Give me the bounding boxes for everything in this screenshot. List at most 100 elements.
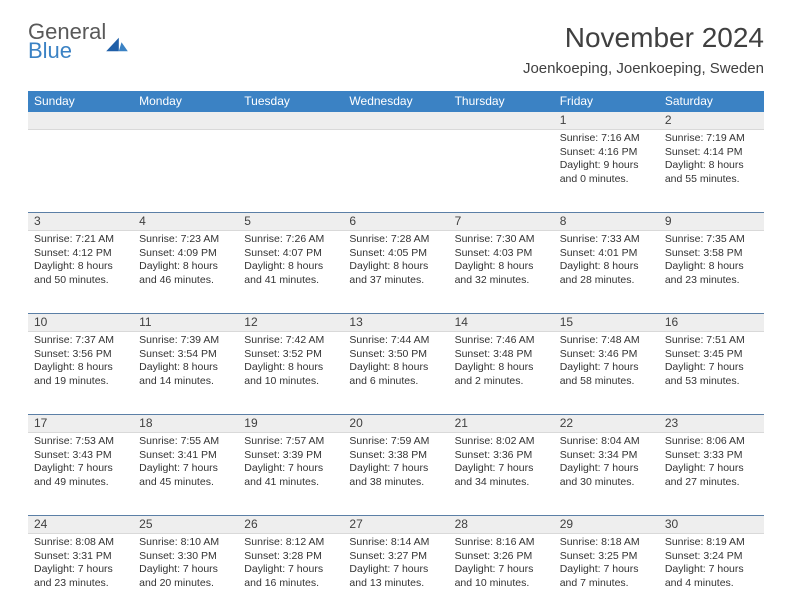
weekday-header: Thursday xyxy=(449,91,554,112)
daylight-line-1: Daylight: 8 hours xyxy=(34,361,127,375)
day-cell: Sunrise: 7:46 AMSunset: 3:48 PMDaylight:… xyxy=(449,332,554,414)
daylight-line-1: Daylight: 7 hours xyxy=(455,563,548,577)
day-number: 3 xyxy=(28,213,133,230)
sunrise-line: Sunrise: 8:02 AM xyxy=(455,435,548,449)
daylight-line-1: Daylight: 7 hours xyxy=(455,462,548,476)
day-cell: Sunrise: 7:37 AMSunset: 3:56 PMDaylight:… xyxy=(28,332,133,414)
day-cell: Sunrise: 8:16 AMSunset: 3:26 PMDaylight:… xyxy=(449,534,554,616)
day-cell: Sunrise: 7:16 AMSunset: 4:16 PMDaylight:… xyxy=(554,130,659,212)
sunset-line: Sunset: 3:30 PM xyxy=(139,550,232,564)
daylight-line-1: Daylight: 8 hours xyxy=(139,260,232,274)
daylight-line-1: Daylight: 8 hours xyxy=(455,361,548,375)
title-block: November 2024 Joenkoeping, Joenkoeping, … xyxy=(523,22,764,77)
day-number xyxy=(28,112,133,129)
sunrise-line: Sunrise: 8:08 AM xyxy=(34,536,127,550)
daylight-line-2: and 10 minutes. xyxy=(244,375,337,389)
day-cell: Sunrise: 7:35 AMSunset: 3:58 PMDaylight:… xyxy=(659,231,764,313)
daylight-line-1: Daylight: 8 hours xyxy=(244,260,337,274)
sunrise-line: Sunrise: 7:33 AM xyxy=(560,233,653,247)
daylight-line-2: and 13 minutes. xyxy=(349,577,442,591)
sunset-line: Sunset: 3:58 PM xyxy=(665,247,758,261)
daylight-line-2: and 41 minutes. xyxy=(244,476,337,490)
sunrise-line: Sunrise: 8:16 AM xyxy=(455,536,548,550)
weeks-container: 12Sunrise: 7:16 AMSunset: 4:16 PMDayligh… xyxy=(28,112,764,616)
logo: General Blue xyxy=(28,22,128,62)
day-number: 24 xyxy=(28,516,133,533)
week-row: Sunrise: 8:08 AMSunset: 3:31 PMDaylight:… xyxy=(28,534,764,616)
daylight-line-2: and 10 minutes. xyxy=(455,577,548,591)
sunset-line: Sunset: 3:28 PM xyxy=(244,550,337,564)
daylight-line-1: Daylight: 7 hours xyxy=(34,462,127,476)
sunrise-line: Sunrise: 7:19 AM xyxy=(665,132,758,146)
daylight-line-1: Daylight: 8 hours xyxy=(665,159,758,173)
daylight-line-1: Daylight: 7 hours xyxy=(665,563,758,577)
sunset-line: Sunset: 3:31 PM xyxy=(34,550,127,564)
day-cell: Sunrise: 7:26 AMSunset: 4:07 PMDaylight:… xyxy=(238,231,343,313)
daylight-line-1: Daylight: 7 hours xyxy=(560,462,653,476)
day-number: 22 xyxy=(554,415,659,432)
day-number: 13 xyxy=(343,314,448,331)
day-cell: Sunrise: 7:44 AMSunset: 3:50 PMDaylight:… xyxy=(343,332,448,414)
day-cell: Sunrise: 7:48 AMSunset: 3:46 PMDaylight:… xyxy=(554,332,659,414)
day-number: 23 xyxy=(659,415,764,432)
day-number: 30 xyxy=(659,516,764,533)
daylight-line-1: Daylight: 7 hours xyxy=(349,462,442,476)
day-cell: Sunrise: 8:08 AMSunset: 3:31 PMDaylight:… xyxy=(28,534,133,616)
daylight-line-2: and 23 minutes. xyxy=(665,274,758,288)
sunrise-line: Sunrise: 7:48 AM xyxy=(560,334,653,348)
sunrise-line: Sunrise: 7:57 AM xyxy=(244,435,337,449)
day-number-row: 3456789 xyxy=(28,212,764,231)
day-cell: Sunrise: 7:51 AMSunset: 3:45 PMDaylight:… xyxy=(659,332,764,414)
sunrise-line: Sunrise: 7:46 AM xyxy=(455,334,548,348)
day-cell xyxy=(238,130,343,212)
day-cell xyxy=(449,130,554,212)
day-cell: Sunrise: 7:59 AMSunset: 3:38 PMDaylight:… xyxy=(343,433,448,515)
daylight-line-2: and 34 minutes. xyxy=(455,476,548,490)
daylight-line-1: Daylight: 7 hours xyxy=(34,563,127,577)
sunset-line: Sunset: 4:16 PM xyxy=(560,146,653,160)
day-number-row: 12 xyxy=(28,112,764,130)
sunset-line: Sunset: 4:05 PM xyxy=(349,247,442,261)
daylight-line-2: and 58 minutes. xyxy=(560,375,653,389)
day-cell: Sunrise: 7:23 AMSunset: 4:09 PMDaylight:… xyxy=(133,231,238,313)
day-number: 28 xyxy=(449,516,554,533)
sunrise-line: Sunrise: 7:53 AM xyxy=(34,435,127,449)
sunset-line: Sunset: 3:34 PM xyxy=(560,449,653,463)
sunrise-line: Sunrise: 8:10 AM xyxy=(139,536,232,550)
week-row: Sunrise: 7:21 AMSunset: 4:12 PMDaylight:… xyxy=(28,231,764,313)
weekday-header: Saturday xyxy=(659,91,764,112)
day-cell: Sunrise: 7:21 AMSunset: 4:12 PMDaylight:… xyxy=(28,231,133,313)
day-number: 21 xyxy=(449,415,554,432)
daylight-line-2: and 49 minutes. xyxy=(34,476,127,490)
day-number: 19 xyxy=(238,415,343,432)
day-cell: Sunrise: 8:19 AMSunset: 3:24 PMDaylight:… xyxy=(659,534,764,616)
daylight-line-2: and 7 minutes. xyxy=(560,577,653,591)
sunset-line: Sunset: 4:07 PM xyxy=(244,247,337,261)
day-cell: Sunrise: 8:04 AMSunset: 3:34 PMDaylight:… xyxy=(554,433,659,515)
header: General Blue November 2024 Joenkoeping, … xyxy=(28,22,764,77)
sunset-line: Sunset: 3:26 PM xyxy=(455,550,548,564)
sunrise-line: Sunrise: 8:19 AM xyxy=(665,536,758,550)
daylight-line-2: and 16 minutes. xyxy=(244,577,337,591)
logo-mark-icon xyxy=(106,35,128,53)
month-title: November 2024 xyxy=(523,22,764,54)
daylight-line-1: Daylight: 8 hours xyxy=(349,361,442,375)
daylight-line-1: Daylight: 8 hours xyxy=(34,260,127,274)
day-number: 9 xyxy=(659,213,764,230)
daylight-line-2: and 50 minutes. xyxy=(34,274,127,288)
day-cell: Sunrise: 7:53 AMSunset: 3:43 PMDaylight:… xyxy=(28,433,133,515)
daylight-line-1: Daylight: 8 hours xyxy=(244,361,337,375)
day-number: 18 xyxy=(133,415,238,432)
day-cell: Sunrise: 8:12 AMSunset: 3:28 PMDaylight:… xyxy=(238,534,343,616)
daylight-line-2: and 37 minutes. xyxy=(349,274,442,288)
day-cell: Sunrise: 8:02 AMSunset: 3:36 PMDaylight:… xyxy=(449,433,554,515)
day-cell xyxy=(133,130,238,212)
sunrise-line: Sunrise: 7:35 AM xyxy=(665,233,758,247)
day-cell: Sunrise: 7:30 AMSunset: 4:03 PMDaylight:… xyxy=(449,231,554,313)
weekday-header: Friday xyxy=(554,91,659,112)
day-number: 20 xyxy=(343,415,448,432)
daylight-line-2: and 32 minutes. xyxy=(455,274,548,288)
daylight-line-2: and 20 minutes. xyxy=(139,577,232,591)
daylight-line-2: and 27 minutes. xyxy=(665,476,758,490)
day-number xyxy=(343,112,448,129)
